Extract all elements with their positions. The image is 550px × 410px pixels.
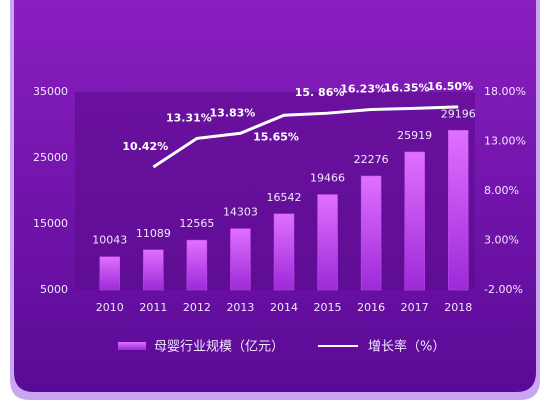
x-tick-label: 2010 [96, 301, 124, 314]
bar-value-label: 12565 [179, 217, 214, 230]
x-tick-label: 2011 [139, 301, 167, 314]
line-value-label: 10.42% [122, 140, 168, 153]
growth-line [152, 105, 459, 169]
bar [273, 213, 295, 291]
y2-tick-label: 8.00% [484, 184, 519, 197]
bar-value-label: 14303 [223, 206, 258, 219]
y2-tick-label: 18.00% [484, 85, 526, 98]
bar [143, 249, 164, 291]
bar-value-label: 16542 [267, 191, 302, 204]
bar [447, 130, 469, 291]
x-tick-label: 2015 [314, 301, 342, 314]
bar-value-label: 29196 [441, 107, 476, 120]
legend-swatch [118, 342, 146, 350]
line-value-label: 16.35% [384, 81, 430, 94]
bar [230, 228, 251, 291]
x-tick-label: 2014 [270, 301, 298, 314]
line-value-label: 13.31% [166, 111, 212, 124]
y2-tick-label: -2.00% [484, 283, 523, 296]
y-tick-label: 35000 [33, 85, 68, 98]
bar [99, 256, 121, 291]
y-tick-label: 25000 [33, 151, 68, 164]
bar-value-label: 10043 [92, 234, 127, 247]
bar [404, 151, 425, 291]
y2-tick-label: 13.00% [484, 135, 526, 148]
bar-value-label: 19466 [310, 172, 345, 185]
line-value-label: 13.83% [210, 106, 256, 119]
bar-value-label: 25919 [397, 129, 432, 142]
legend-label: 增长率（%） [368, 339, 445, 355]
y-tick-label: 15000 [33, 217, 68, 230]
bar [317, 194, 338, 291]
line-value-label: 15. 86% [295, 86, 345, 99]
x-tick-label: 2018 [444, 301, 472, 314]
line-value-label: 16.50% [427, 80, 473, 93]
x-tick-label: 2013 [226, 301, 254, 314]
line-value-label: 16.23% [340, 83, 386, 96]
legend-label: 母婴行业规模（亿元） [154, 340, 284, 355]
bar-value-label: 11089 [136, 227, 171, 240]
line-value-label: 15.65% [253, 130, 299, 143]
bar-value-label: 22276 [354, 153, 389, 166]
bar [186, 239, 208, 291]
x-tick-label: 2017 [401, 301, 429, 314]
y-tick-label: 5000 [40, 283, 68, 296]
x-tick-label: 2016 [357, 301, 385, 314]
x-tick-label: 2012 [183, 301, 211, 314]
bar [360, 175, 382, 291]
y2-tick-label: 3.00% [484, 234, 519, 247]
